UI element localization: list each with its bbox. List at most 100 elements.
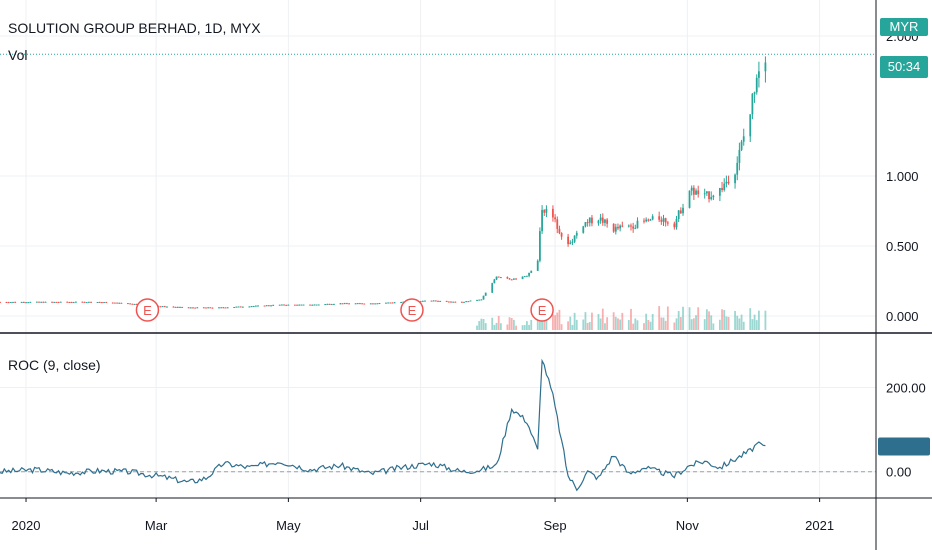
volume-bar [651,314,654,330]
volume-bar [660,317,663,330]
roc-indicator-title[interactable]: ROC (9, close) [8,357,101,373]
candle-body [298,304,301,306]
earnings-event-marker[interactable]: E [530,298,554,322]
candle-body [530,270,533,273]
candle-body [376,303,379,305]
candle-body [287,304,290,306]
time-axis-label: Nov [676,518,700,533]
volume-bar [619,319,622,330]
candle-body [363,303,366,305]
candle-body [42,301,45,303]
time-axis-label: 2020 [12,518,41,533]
candle-body [248,306,251,308]
candle-body [469,300,472,302]
volume-bar [512,319,515,330]
candle-body [239,306,242,308]
volume-bar [528,324,530,330]
candle-body [118,302,121,304]
candle-body [283,304,285,306]
candle-body [736,162,739,175]
candle-body [293,304,296,306]
candle-body [315,304,318,306]
candle-body [359,303,361,305]
roc-value-badge [878,437,930,456]
candle-body [72,302,75,304]
volume-bar [597,314,600,330]
time-axis-label: Jul [412,518,429,533]
volume-bar [604,323,606,330]
earnings-marker-circle [530,298,554,322]
volume-bar [515,325,517,330]
volume-bar [560,324,563,330]
candle-body [5,302,8,304]
candle-body [679,210,682,214]
candle-body [751,93,754,115]
volume-bar [658,306,661,330]
candle-body [541,209,543,232]
candle-body [512,278,515,280]
volume-bar [708,311,710,330]
candle-body [582,226,585,233]
candle-body [330,304,333,306]
candle-body [599,217,602,221]
earnings-event-marker[interactable]: E [400,298,424,322]
candle-body [161,306,164,308]
candle-body [560,233,563,237]
candle-body [374,303,377,305]
candle-body [14,301,17,303]
volume-bar [688,307,691,330]
symbol-title[interactable]: SOLUTION GROUP BERHAD, 1D, MYX [8,20,261,36]
candle-body [356,303,359,305]
volume-bar [734,310,736,330]
candle-body [758,71,760,78]
candle-body [645,219,648,222]
candle-body [526,275,528,277]
volume-bar [718,319,721,330]
candle-body [70,302,73,304]
volume-bar [679,316,682,330]
candle-body [554,217,556,220]
volume-bar [614,316,617,330]
candle-body [27,302,30,304]
candle-body [341,303,344,305]
volume-bar [710,315,713,330]
candle-body [424,300,426,302]
candle-body [59,301,62,303]
earnings-marker-label: E [408,303,417,318]
candle-body [98,302,101,304]
candle-body [480,299,483,301]
volume-bar [571,324,574,330]
candle-body [83,301,86,303]
candle-body [721,188,723,191]
volume-bar [632,323,635,330]
candle-body [523,276,526,278]
volume-bar [703,319,706,330]
candle-body [749,114,752,137]
candle-body [614,226,617,232]
candle-body [521,276,524,279]
candle-body [0,302,1,303]
volume-bar [584,312,587,330]
earnings-marker-label: E [143,303,152,318]
volume-bar [484,323,487,330]
candle-body [317,304,320,306]
volume-bar [742,321,745,330]
volume-bar [508,317,511,330]
volume-bar [601,308,604,330]
candle-body [703,193,706,195]
candle-body [391,302,394,304]
volume-bar [569,316,572,330]
candle-body [755,77,758,93]
candle-body [460,301,463,303]
volume-label[interactable]: Vol [8,47,28,63]
candle-body [753,92,756,94]
time-axis-label: Sep [544,518,567,533]
price-axis-label: 1.000 [886,169,919,184]
candle-body [224,307,227,309]
volume-bar [480,318,483,330]
candle-body [280,304,283,306]
candle-body [432,300,435,302]
earnings-event-marker[interactable]: E [135,298,160,322]
